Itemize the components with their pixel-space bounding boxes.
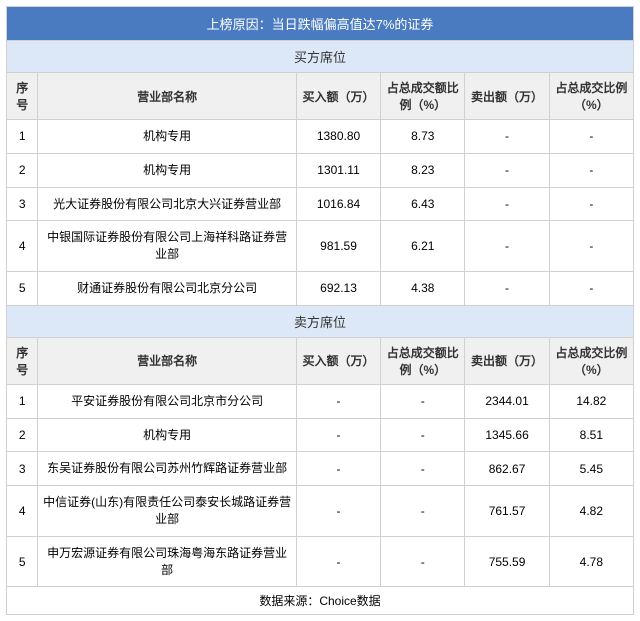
col-name: 营业部名称 (38, 73, 296, 120)
cell-buy_pct: 8.73 (381, 120, 465, 154)
cell-sell_amt: - (465, 153, 549, 187)
cell-sell_pct: - (549, 221, 633, 272)
cell-buy_pct: - (381, 452, 465, 486)
cell-buy_pct: 6.43 (381, 187, 465, 221)
cell-sell_amt: 1345.66 (465, 418, 549, 452)
table-title: 上榜原因：当日跌幅偏高值达7%的证券 (7, 7, 634, 41)
sell-section-header: 卖方席位 (7, 305, 634, 337)
col-buy-amt: 买入额（万） (296, 73, 380, 120)
cell-buy_amt: 1016.84 (296, 187, 380, 221)
cell-seq: 2 (7, 418, 38, 452)
cell-sell_pct: 4.82 (549, 486, 633, 537)
sell-header-row: 序号 营业部名称 买入额（万） 占总成交额比例（%） 卖出额（万） 占总成交比例… (7, 337, 634, 384)
col-seq: 序号 (7, 337, 38, 384)
cell-buy_amt: - (296, 536, 380, 587)
cell-sell_pct: 5.45 (549, 452, 633, 486)
cell-name: 机构专用 (38, 153, 296, 187)
buy-section-header: 买方席位 (7, 41, 634, 73)
cell-sell_amt: - (465, 221, 549, 272)
cell-sell_pct: - (549, 153, 633, 187)
col-sell-amt: 卖出额（万） (465, 73, 549, 120)
cell-sell_pct: 4.78 (549, 536, 633, 587)
col-name: 营业部名称 (38, 337, 296, 384)
col-sell-pct: 占总成交比例（%） (549, 337, 633, 384)
cell-name: 申万宏源证券有限公司珠海粤海东路证券营业部 (38, 536, 296, 587)
table-row: 1机构专用1380.808.73-- (7, 120, 634, 154)
cell-seq: 4 (7, 221, 38, 272)
cell-name: 中银国际证券股份有限公司上海祥科路证券营业部 (38, 221, 296, 272)
cell-seq: 1 (7, 384, 38, 418)
cell-buy_amt: - (296, 452, 380, 486)
cell-seq: 4 (7, 486, 38, 537)
cell-buy_pct: - (381, 536, 465, 587)
cell-sell_pct: 8.51 (549, 418, 633, 452)
cell-sell_amt: - (465, 120, 549, 154)
cell-name: 东吴证券股份有限公司苏州竹辉路证券营业部 (38, 452, 296, 486)
cell-sell_amt: - (465, 187, 549, 221)
cell-seq: 3 (7, 452, 38, 486)
table-row: 4中银国际证券股份有限公司上海祥科路证券营业部981.596.21-- (7, 221, 634, 272)
cell-name: 机构专用 (38, 120, 296, 154)
table-row: 2机构专用--1345.668.51 (7, 418, 634, 452)
buy-header-row: 序号 营业部名称 买入额（万） 占总成交额比例（%） 卖出额（万） 占总成交比例… (7, 73, 634, 120)
cell-sell_pct: 14.82 (549, 384, 633, 418)
table-row: 4中信证券(山东)有限责任公司泰安长城路证券营业部--761.574.82 (7, 486, 634, 537)
cell-seq: 5 (7, 271, 38, 305)
col-sell-pct: 占总成交比例（%） (549, 73, 633, 120)
col-buy-pct: 占总成交额比例（%） (381, 73, 465, 120)
cell-name: 光大证券股份有限公司北京大兴证券营业部 (38, 187, 296, 221)
cell-buy_pct: 6.21 (381, 221, 465, 272)
table-row: 5申万宏源证券有限公司珠海粤海东路证券营业部--755.594.78 (7, 536, 634, 587)
table-row: 3东吴证券股份有限公司苏州竹辉路证券营业部--862.675.45 (7, 452, 634, 486)
cell-name: 财通证券股份有限公司北京分公司 (38, 271, 296, 305)
col-buy-amt: 买入额（万） (296, 337, 380, 384)
table-row: 5财通证券股份有限公司北京分公司692.134.38-- (7, 271, 634, 305)
cell-buy_amt: 692.13 (296, 271, 380, 305)
cell-sell_pct: - (549, 120, 633, 154)
cell-buy_amt: 981.59 (296, 221, 380, 272)
cell-sell_amt: 2344.01 (465, 384, 549, 418)
cell-name: 机构专用 (38, 418, 296, 452)
cell-buy_pct: 4.38 (381, 271, 465, 305)
cell-name: 中信证券(山东)有限责任公司泰安长城路证券营业部 (38, 486, 296, 537)
cell-sell_amt: - (465, 271, 549, 305)
cell-buy_amt: - (296, 418, 380, 452)
cell-buy_pct: - (381, 486, 465, 537)
cell-seq: 3 (7, 187, 38, 221)
cell-buy_pct: - (381, 384, 465, 418)
col-buy-pct: 占总成交额比例（%） (381, 337, 465, 384)
cell-seq: 1 (7, 120, 38, 154)
cell-buy_pct: - (381, 418, 465, 452)
ranking-table: 上榜原因：当日跌幅偏高值达7%的证券 买方席位 序号 营业部名称 买入额（万） … (6, 6, 634, 615)
cell-buy_amt: - (296, 486, 380, 537)
table-row: 2机构专用1301.118.23-- (7, 153, 634, 187)
cell-sell_pct: - (549, 187, 633, 221)
cell-name: 平安证券股份有限公司北京市分公司 (38, 384, 296, 418)
cell-buy_amt: - (296, 384, 380, 418)
cell-seq: 5 (7, 536, 38, 587)
cell-sell_amt: 862.67 (465, 452, 549, 486)
col-sell-amt: 卖出额（万） (465, 337, 549, 384)
table-footer: 数据来源：Choice数据 (7, 587, 634, 615)
cell-sell_pct: - (549, 271, 633, 305)
cell-buy_pct: 8.23 (381, 153, 465, 187)
table-row: 3光大证券股份有限公司北京大兴证券营业部1016.846.43-- (7, 187, 634, 221)
table-row: 1平安证券股份有限公司北京市分公司--2344.0114.82 (7, 384, 634, 418)
cell-sell_amt: 755.59 (465, 536, 549, 587)
cell-seq: 2 (7, 153, 38, 187)
cell-buy_amt: 1380.80 (296, 120, 380, 154)
cell-buy_amt: 1301.11 (296, 153, 380, 187)
cell-sell_amt: 761.57 (465, 486, 549, 537)
col-seq: 序号 (7, 73, 38, 120)
